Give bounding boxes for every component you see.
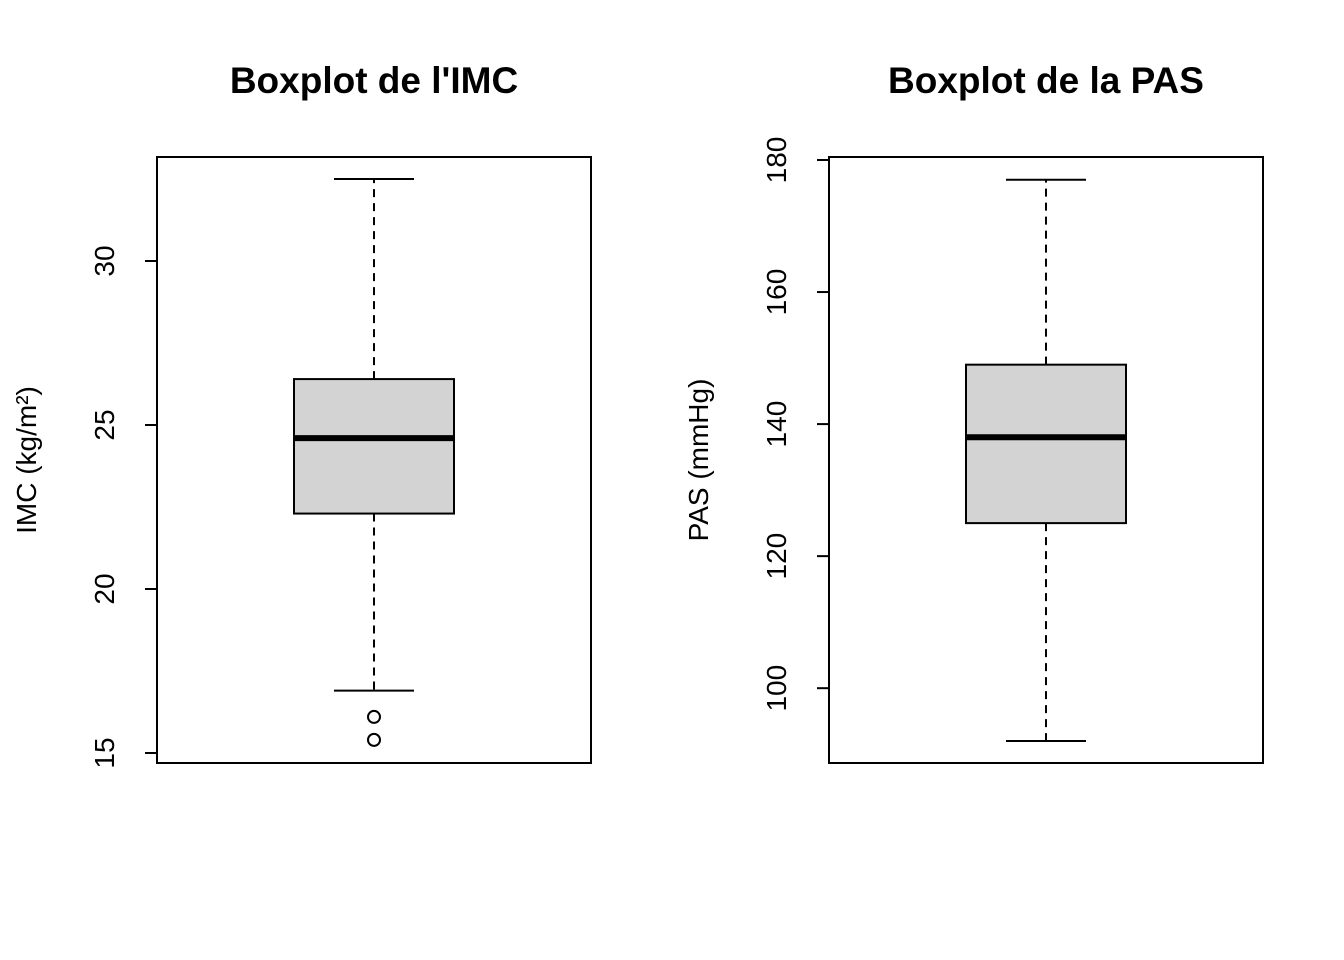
imc-y-tick-label: 20: [89, 573, 120, 604]
pas-y-tick-label: 140: [761, 401, 792, 448]
pas-y-tick-label: 120: [761, 533, 792, 580]
pas-chart-title: Boxplot de la PAS: [888, 60, 1204, 101]
pas-marks: 100 120 140 160 180: [761, 137, 1127, 742]
imc-outlier-point: [367, 709, 381, 724]
imc-boxplot-panel: Boxplot de l'IMC IMC (kg/m²) 15 20 25 30: [11, 60, 592, 769]
imc-chart-title: Boxplot de l'IMC: [230, 60, 518, 101]
imc-marks: 15 20 25 30: [89, 178, 455, 769]
imc-y-tick-label: 25: [89, 409, 120, 440]
imc-y-tick-label: 30: [89, 245, 120, 276]
imc-y-axis-label: IMC (kg/m²): [11, 386, 42, 534]
pas-boxplot-panel: Boxplot de la PAS PAS (mmHg) 100 120 140 16…: [683, 60, 1264, 764]
pas-y-tick-label: 100: [761, 665, 792, 712]
pas-y-tick-label: 160: [761, 269, 792, 316]
pas-y-tick-label: 180: [761, 137, 792, 184]
pas-iqr-box: [965, 363, 1127, 525]
imc-y-tick-label: 15: [89, 737, 120, 768]
imc-outlier-point: [367, 732, 381, 747]
pas-y-axis-label: PAS (mmHg): [683, 379, 714, 542]
imc-iqr-box: [293, 378, 455, 515]
